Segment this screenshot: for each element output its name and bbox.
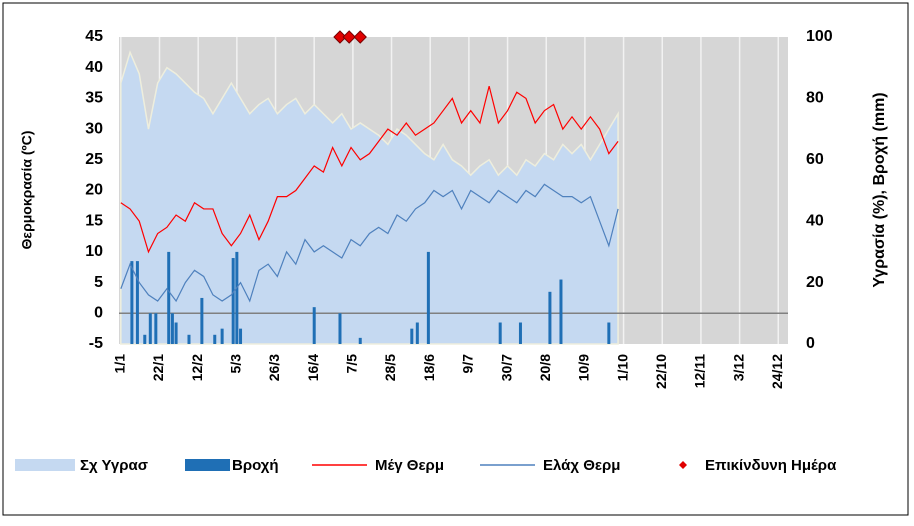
x-tick-label: 7/5	[344, 354, 360, 374]
y-tick-label: 40	[85, 59, 103, 76]
x-tick-label: 12/11	[692, 354, 708, 388]
y2-tick-label: 60	[806, 151, 824, 168]
legend-label: Σχ Υγρασ	[80, 457, 148, 474]
rain-bar	[548, 291, 552, 344]
y2-tick-label: 100	[806, 28, 833, 45]
y-tick-label: 0	[94, 305, 103, 322]
y2-axis-title: Υγρασία (%), Βροχή (mm)	[871, 92, 888, 287]
rain-bar	[498, 322, 502, 344]
y-tick-label: 5	[94, 274, 103, 291]
danger-day-marker	[353, 30, 367, 44]
rain-bar	[187, 334, 191, 344]
temperature-line	[120, 85, 619, 254]
legend-label: Ελάχ Θερμ	[543, 457, 620, 474]
x-tick-label: 22/1	[150, 354, 166, 381]
x-tick-label: 12/2	[189, 354, 205, 381]
x-tick-label: 1/10	[614, 354, 630, 381]
x-tick-label: 18/6	[421, 354, 437, 381]
rain-bar	[559, 279, 563, 344]
y2-tick-label: 20	[806, 274, 824, 291]
x-tick-label: 22/10	[653, 354, 669, 389]
y2-tick-label: 40	[806, 212, 824, 229]
rain-bar	[415, 322, 419, 344]
x-tick-label: 3/12	[730, 354, 746, 381]
y-tick-label: 20	[85, 182, 103, 199]
x-tick-label: 5/3	[228, 354, 244, 374]
x-tick-label: 30/7	[498, 354, 514, 381]
y2-tick-label: 80	[806, 90, 824, 107]
rain-bar	[135, 261, 139, 344]
temperature-line	[120, 183, 619, 303]
x-tick-label: 26/3	[266, 354, 282, 381]
y-tick-label: 25	[85, 151, 103, 168]
rain-bar	[213, 334, 217, 344]
rain-bar	[518, 322, 522, 344]
legend-label: Επικίνδυνη Ημέρα	[705, 457, 837, 474]
y-tick-label: 10	[85, 243, 103, 260]
rain-bar	[220, 328, 224, 344]
rain-bar	[148, 313, 152, 344]
rain-bar	[426, 251, 430, 344]
x-tick-label: 16/4	[305, 354, 321, 381]
x-tick-label: 24/12	[769, 354, 785, 389]
legend-swatch	[15, 459, 75, 471]
rain-bar	[231, 258, 235, 344]
x-tick-label: 20/8	[537, 354, 553, 381]
rain-bar	[174, 322, 178, 344]
rain-bar	[154, 313, 158, 344]
legend-swatch	[185, 459, 230, 471]
legend-label: Μέγ Θερμ	[375, 457, 444, 474]
y-tick-label: 35	[85, 90, 103, 107]
rain-bar	[143, 334, 147, 344]
rain-bar	[312, 307, 316, 344]
y-tick-label: 15	[85, 212, 103, 229]
danger-day-marker	[342, 30, 356, 44]
y-tick-label: 45	[85, 28, 103, 45]
x-tick-label: 28/5	[382, 354, 398, 381]
legend-label: Βροχή	[232, 457, 279, 474]
x-tick-label: 1/1	[112, 354, 128, 374]
danger-day-marker	[333, 30, 347, 44]
humidity-area	[120, 50, 619, 345]
rain-bar	[235, 251, 239, 344]
x-tick-label: 9/7	[460, 354, 476, 374]
y2-tick-label: 0	[806, 335, 815, 352]
rain-bar	[607, 322, 611, 344]
y-tick-label: 30	[85, 120, 103, 137]
legend-swatch	[679, 461, 687, 469]
rain-bar	[130, 261, 134, 344]
x-tick-label: 10/9	[576, 354, 592, 381]
rain-bar	[200, 297, 204, 344]
y-axis-title: Θερμοκρασία (ºC)	[19, 131, 35, 250]
rain-bar	[170, 313, 174, 344]
rain-bar	[239, 328, 243, 344]
rain-bar	[338, 313, 342, 344]
rain-bar	[167, 251, 171, 344]
rain-bar	[410, 328, 414, 344]
rain-bar	[358, 337, 362, 344]
y-tick-label: -5	[89, 335, 103, 352]
